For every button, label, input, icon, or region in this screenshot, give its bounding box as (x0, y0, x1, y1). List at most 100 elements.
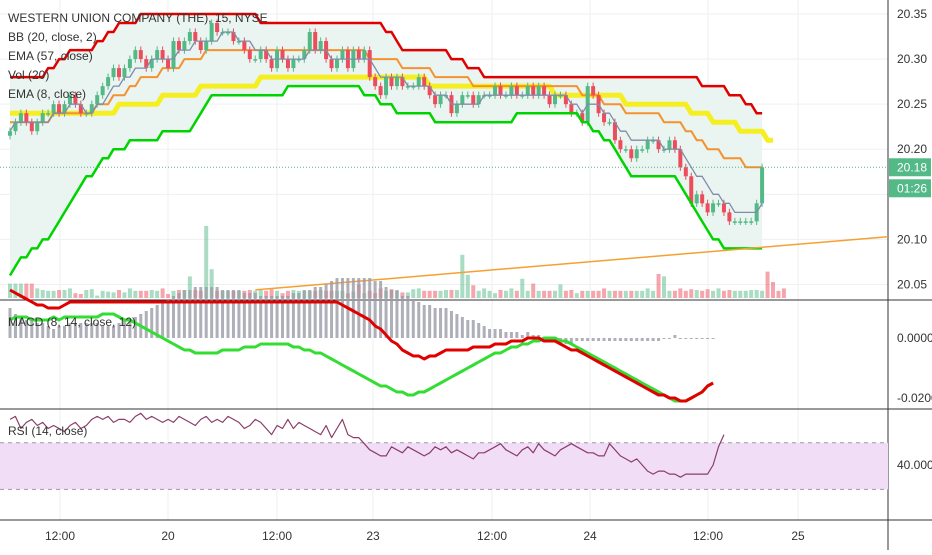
candle-body (629, 149, 634, 159)
candle-body (651, 140, 656, 142)
macd-histogram-bar (313, 287, 317, 338)
macd-histogram-bar (428, 305, 432, 338)
candle (743, 217, 748, 225)
candle (302, 46, 307, 63)
price-tick-label: 20.25 (897, 97, 927, 111)
macd-histogram-bar (210, 287, 214, 338)
macd-histogram-bar (155, 305, 159, 338)
candle-body (612, 122, 617, 141)
macd-histogram-bar (700, 338, 704, 339)
macd-histogram-bar (63, 326, 66, 338)
legend-ema8[interactable]: EMA (8, close) (8, 87, 87, 101)
volume-bar (138, 290, 143, 298)
volume-bar (40, 290, 45, 298)
legend-vol[interactable]: Vol (20) (8, 68, 50, 82)
candle (280, 46, 285, 63)
macd-histogram-bar (684, 338, 688, 339)
time-tick-label: 12:00 (693, 529, 723, 543)
candle-body (46, 113, 51, 115)
trend-line (255, 235, 889, 291)
candle (667, 136, 672, 153)
legend-rsi[interactable]: RSI (14, close) (8, 424, 88, 438)
volume-bar (612, 290, 617, 298)
legend-ema57[interactable]: EMA (57, close) (8, 49, 93, 63)
volume-bar (405, 292, 410, 298)
candle (531, 82, 536, 99)
time-tick-label: 23 (366, 529, 380, 543)
volume-bar (618, 290, 623, 298)
candle (204, 37, 209, 54)
macd-histogram-bar (657, 338, 661, 341)
candle (166, 55, 171, 72)
candle-body (258, 50, 263, 60)
volume-bar (122, 292, 127, 298)
macd-histogram-bar (128, 320, 132, 338)
candle (215, 19, 220, 36)
candle (340, 46, 345, 63)
candle-body (247, 50, 252, 60)
legend-bb[interactable]: BB (20, close, 2) (8, 30, 97, 44)
candle (89, 100, 94, 117)
candle (389, 73, 394, 90)
candle-body (493, 86, 498, 96)
macd-histogram-bar (248, 293, 252, 338)
candle (760, 163, 765, 207)
candle-body (182, 41, 187, 51)
macd-histogram-bar (602, 338, 606, 341)
macd-histogram-bar (340, 278, 344, 338)
volume-bar (645, 288, 650, 298)
symbol-title[interactable]: WESTERN UNION COMPANY (THE), 15, NYSE (8, 11, 268, 25)
candle (394, 73, 399, 90)
macd-legend[interactable]: MACD (8, 14, close, 12) (8, 313, 136, 332)
candle (683, 163, 688, 180)
macd-histogram-bar (302, 290, 306, 338)
candle-body (313, 32, 318, 51)
candle-body (694, 194, 699, 204)
candle (356, 46, 361, 63)
rsi-legend[interactable]: RSI (14, close) (8, 422, 87, 441)
candle (106, 73, 111, 90)
candle-body (133, 50, 138, 60)
time-tick-label: 25 (791, 529, 805, 543)
volume-bar (574, 293, 579, 298)
rsi-tick-label: 40.0000 (897, 458, 932, 472)
candle (18, 109, 23, 126)
last-price-badge (889, 158, 931, 177)
volume-bar (24, 283, 29, 298)
macd-histogram-bar (122, 320, 126, 338)
candle (73, 91, 78, 108)
candle-body (760, 167, 765, 204)
candle (198, 37, 203, 54)
legend-macd[interactable]: MACD (8, 14, close, 12) (8, 315, 137, 329)
macd-histogram-bar (439, 308, 443, 338)
volume-bar (204, 226, 209, 298)
macd-histogram-bar (493, 329, 497, 338)
candle (253, 55, 258, 63)
volume-bar (258, 289, 263, 298)
candle-body (672, 140, 677, 150)
bb-upper-line (10, 12, 763, 115)
price-tick-label: 20.35 (897, 7, 927, 21)
volume-bar (732, 290, 737, 298)
macd-histogram-bar (575, 338, 579, 341)
macd-histogram-bar (351, 278, 355, 338)
macd-histogram-bar (117, 323, 121, 338)
candle-body (569, 104, 574, 114)
macd-histogram-bar (161, 302, 165, 338)
volume-bar (487, 290, 492, 298)
volume-bar (35, 288, 40, 298)
macd-histogram-bar (646, 338, 650, 341)
price-tick-label: 20.20 (897, 142, 927, 156)
candle-body (454, 104, 459, 114)
volume-bar (160, 288, 165, 298)
candle-body (667, 140, 672, 150)
overlay-lines (0, 12, 889, 291)
volume-bar (743, 290, 748, 298)
volume-bar (62, 290, 67, 298)
candle-body (514, 86, 519, 96)
bb-fill (10, 14, 763, 276)
time-tick-label: 24 (583, 529, 597, 543)
macd-histogram-bar (57, 326, 61, 338)
